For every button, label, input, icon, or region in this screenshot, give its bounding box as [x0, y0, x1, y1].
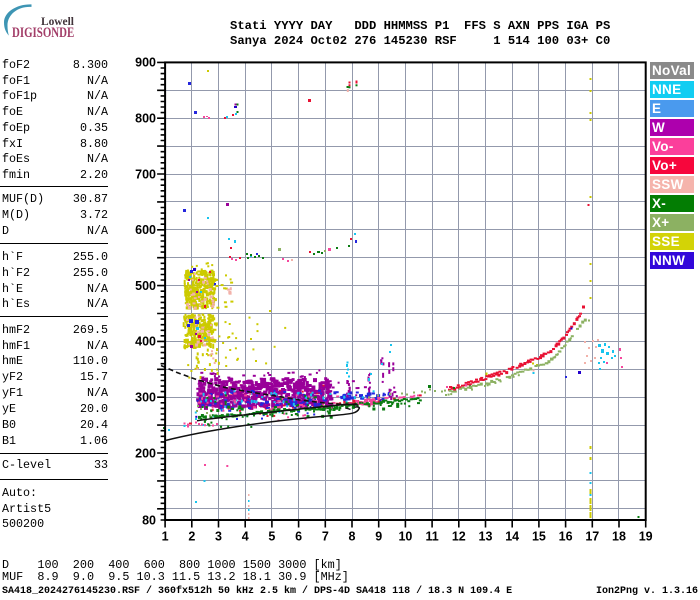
svg-text:9: 9 [375, 530, 382, 544]
svg-text:200: 200 [135, 446, 156, 460]
svg-text:800: 800 [135, 112, 156, 126]
svg-text:15: 15 [532, 530, 546, 544]
svg-text:80: 80 [142, 513, 156, 527]
svg-text:1: 1 [162, 530, 169, 544]
svg-text:17: 17 [585, 530, 599, 544]
svg-text:2: 2 [188, 530, 195, 544]
svg-text:8: 8 [349, 530, 356, 544]
svg-text:300: 300 [135, 391, 156, 405]
svg-text:6: 6 [295, 530, 302, 544]
svg-text:12: 12 [452, 530, 466, 544]
svg-text:400: 400 [135, 335, 156, 349]
svg-text:5: 5 [268, 530, 275, 544]
svg-text:500: 500 [135, 279, 156, 293]
svg-text:900: 900 [135, 56, 156, 70]
svg-text:700: 700 [135, 167, 156, 181]
svg-text:10: 10 [398, 530, 412, 544]
svg-text:18: 18 [612, 530, 626, 544]
svg-text:11: 11 [425, 530, 438, 544]
svg-text:7: 7 [322, 530, 329, 544]
svg-text:600: 600 [135, 223, 156, 237]
svg-text:14: 14 [505, 530, 519, 544]
svg-text:4: 4 [242, 530, 249, 544]
svg-text:13: 13 [479, 530, 493, 544]
svg-text:3: 3 [215, 530, 222, 544]
svg-text:16: 16 [559, 530, 573, 544]
svg-text:19: 19 [639, 530, 653, 544]
